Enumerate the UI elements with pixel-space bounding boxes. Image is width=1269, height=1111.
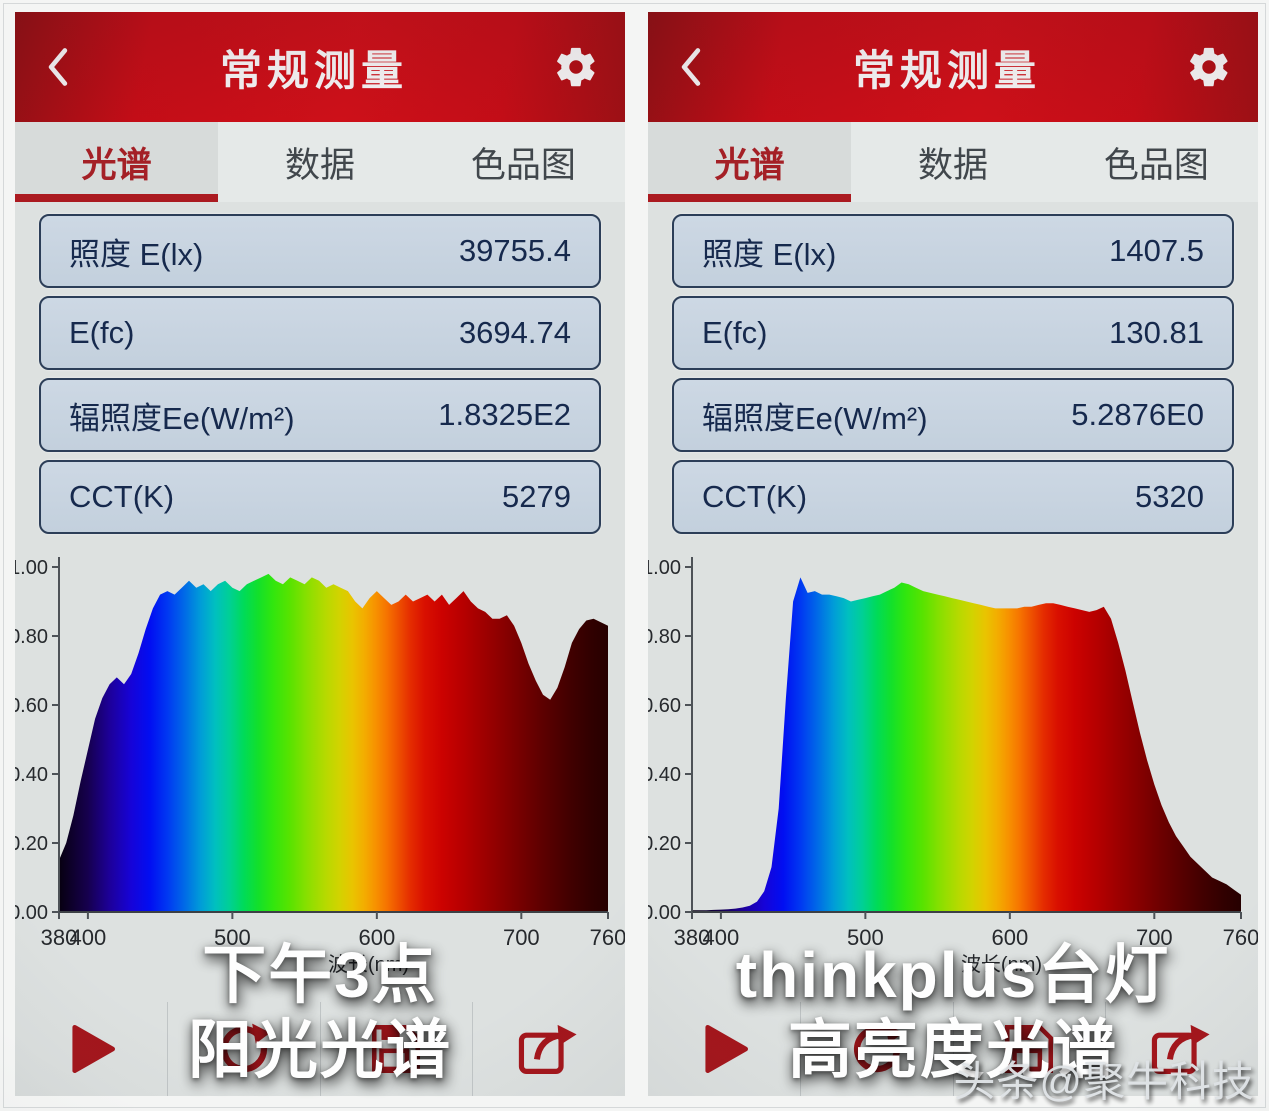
svg-text:760: 760 (1223, 925, 1258, 950)
save-icon (372, 1024, 421, 1074)
svg-text:0.20: 0.20 (648, 833, 681, 855)
svg-text:700: 700 (503, 925, 540, 950)
field-label: E(fc) (69, 315, 135, 350)
tab-bar: 光谱 数据 色品图 (648, 122, 1258, 202)
back-button[interactable] (674, 45, 708, 89)
chevron-left-icon (48, 48, 68, 86)
tab-spectrum[interactable]: 光谱 (648, 122, 852, 202)
refresh-button[interactable] (166, 1002, 320, 1096)
svg-text:1.00: 1.00 (648, 557, 681, 579)
gear-icon (1190, 47, 1228, 87)
svg-text:0.40: 0.40 (15, 764, 48, 786)
field-footcandle: E(fc) 130.81 (672, 296, 1234, 370)
svg-text:600: 600 (991, 925, 1028, 950)
field-value: 130.81 (1109, 315, 1204, 350)
gear-icon (557, 47, 595, 87)
svg-text:380: 380 (674, 925, 711, 950)
play-icon (72, 1024, 115, 1074)
field-label: CCT(K) (69, 479, 175, 514)
measurement-fields: 照度 E(lx) 1407.5 E(fc) 130.81 辐照度Ee(W/m²)… (648, 202, 1258, 546)
field-label: 照度 E(lx) (702, 236, 837, 272)
field-cct: CCT(K) 5279 (39, 460, 601, 534)
field-illuminance: 照度 E(lx) 39755.4 (39, 214, 601, 288)
back-button[interactable] (41, 45, 75, 89)
svg-text:0.80: 0.80 (648, 626, 681, 648)
panel-sunlight: 常规测量 光谱 数据 色品图 照度 E(lx) 39755.4 E(fc) 36… (15, 12, 625, 1096)
svg-text:波长(nm): 波长(nm) (961, 953, 1042, 976)
svg-text:0.40: 0.40 (648, 764, 681, 786)
field-footcandle: E(fc) 3694.74 (39, 296, 601, 370)
svg-text:600: 600 (358, 925, 395, 950)
field-cct: CCT(K) 5320 (672, 460, 1234, 534)
svg-text:380: 380 (41, 925, 78, 950)
svg-text:0.20: 0.20 (15, 833, 48, 855)
app-header: 常规测量 (648, 12, 1258, 122)
share-button[interactable] (1105, 1002, 1258, 1096)
field-label: 辐照度Ee(W/m²) (702, 400, 928, 436)
app-header: 常规测量 (15, 12, 625, 122)
save-icon (1005, 1024, 1054, 1074)
tab-chromaticity[interactable]: 色品图 (1103, 145, 1209, 185)
field-irradiance: 辐照度Ee(W/m²) 5.2876E0 (672, 378, 1234, 452)
field-value: 39755.4 (458, 233, 571, 268)
play-icon (705, 1024, 748, 1074)
refresh-icon (220, 1023, 270, 1073)
tab-data[interactable]: 数据 (284, 145, 355, 185)
svg-text:波长(nm): 波长(nm) (328, 953, 409, 976)
settings-button[interactable] (1186, 44, 1232, 90)
refresh-icon (853, 1023, 903, 1073)
panel-thinkplus-lamp: 常规测量 光谱 数据 色品图 照度 E(lx) 1407.5 E(fc) 130… (648, 12, 1258, 1096)
bottom-toolbar (15, 1002, 625, 1096)
field-value: 1407.5 (1109, 233, 1204, 268)
field-label: CCT(K) (702, 479, 808, 514)
field-value: 3694.74 (458, 315, 571, 350)
save-button[interactable] (952, 1002, 1106, 1096)
field-value: 5279 (502, 479, 571, 514)
tab-chromaticity[interactable]: 色品图 (470, 145, 576, 185)
play-button[interactable] (15, 1002, 167, 1096)
field-label: 照度 E(lx) (69, 236, 204, 272)
tab-bar: 光谱 数据 色品图 (15, 122, 625, 202)
tab-spectrum[interactable]: 光谱 (15, 122, 219, 202)
tab-data[interactable]: 数据 (917, 145, 988, 185)
chevron-left-icon (681, 48, 701, 86)
field-value: 5320 (1135, 479, 1204, 514)
field-label: E(fc) (702, 315, 768, 350)
svg-text:400: 400 (70, 925, 107, 950)
svg-text:1.00: 1.00 (15, 557, 48, 579)
share-icon (518, 1024, 577, 1074)
field-illuminance: 照度 E(lx) 1407.5 (672, 214, 1234, 288)
svg-text:0.60: 0.60 (648, 695, 681, 717)
field-label: 辐照度Ee(W/m²) (69, 400, 295, 436)
svg-text:0.00: 0.00 (648, 902, 681, 924)
measurement-fields: 照度 E(lx) 39755.4 E(fc) 3694.74 辐照度Ee(W/m… (15, 202, 625, 546)
play-button[interactable] (648, 1002, 800, 1096)
svg-text:0.60: 0.60 (15, 695, 48, 717)
svg-text:0.00: 0.00 (15, 902, 48, 924)
svg-text:700: 700 (1136, 925, 1173, 950)
field-irradiance: 辐照度Ee(W/m²) 1.8325E2 (39, 378, 601, 452)
svg-text:0.80: 0.80 (15, 626, 48, 648)
save-button[interactable] (319, 1002, 473, 1096)
settings-button[interactable] (553, 44, 599, 90)
page-title: 常规测量 (219, 46, 408, 94)
svg-text:500: 500 (847, 925, 884, 950)
share-button[interactable] (472, 1002, 625, 1096)
field-value: 5.2876E0 (1071, 397, 1204, 432)
svg-text:400: 400 (703, 925, 740, 950)
page-title: 常规测量 (852, 46, 1041, 94)
svg-text:500: 500 (214, 925, 251, 950)
refresh-button[interactable] (799, 1002, 953, 1096)
bottom-toolbar (648, 1002, 1258, 1096)
share-icon (1151, 1024, 1210, 1074)
field-value: 1.8325E2 (438, 397, 571, 432)
svg-text:760: 760 (590, 925, 625, 950)
